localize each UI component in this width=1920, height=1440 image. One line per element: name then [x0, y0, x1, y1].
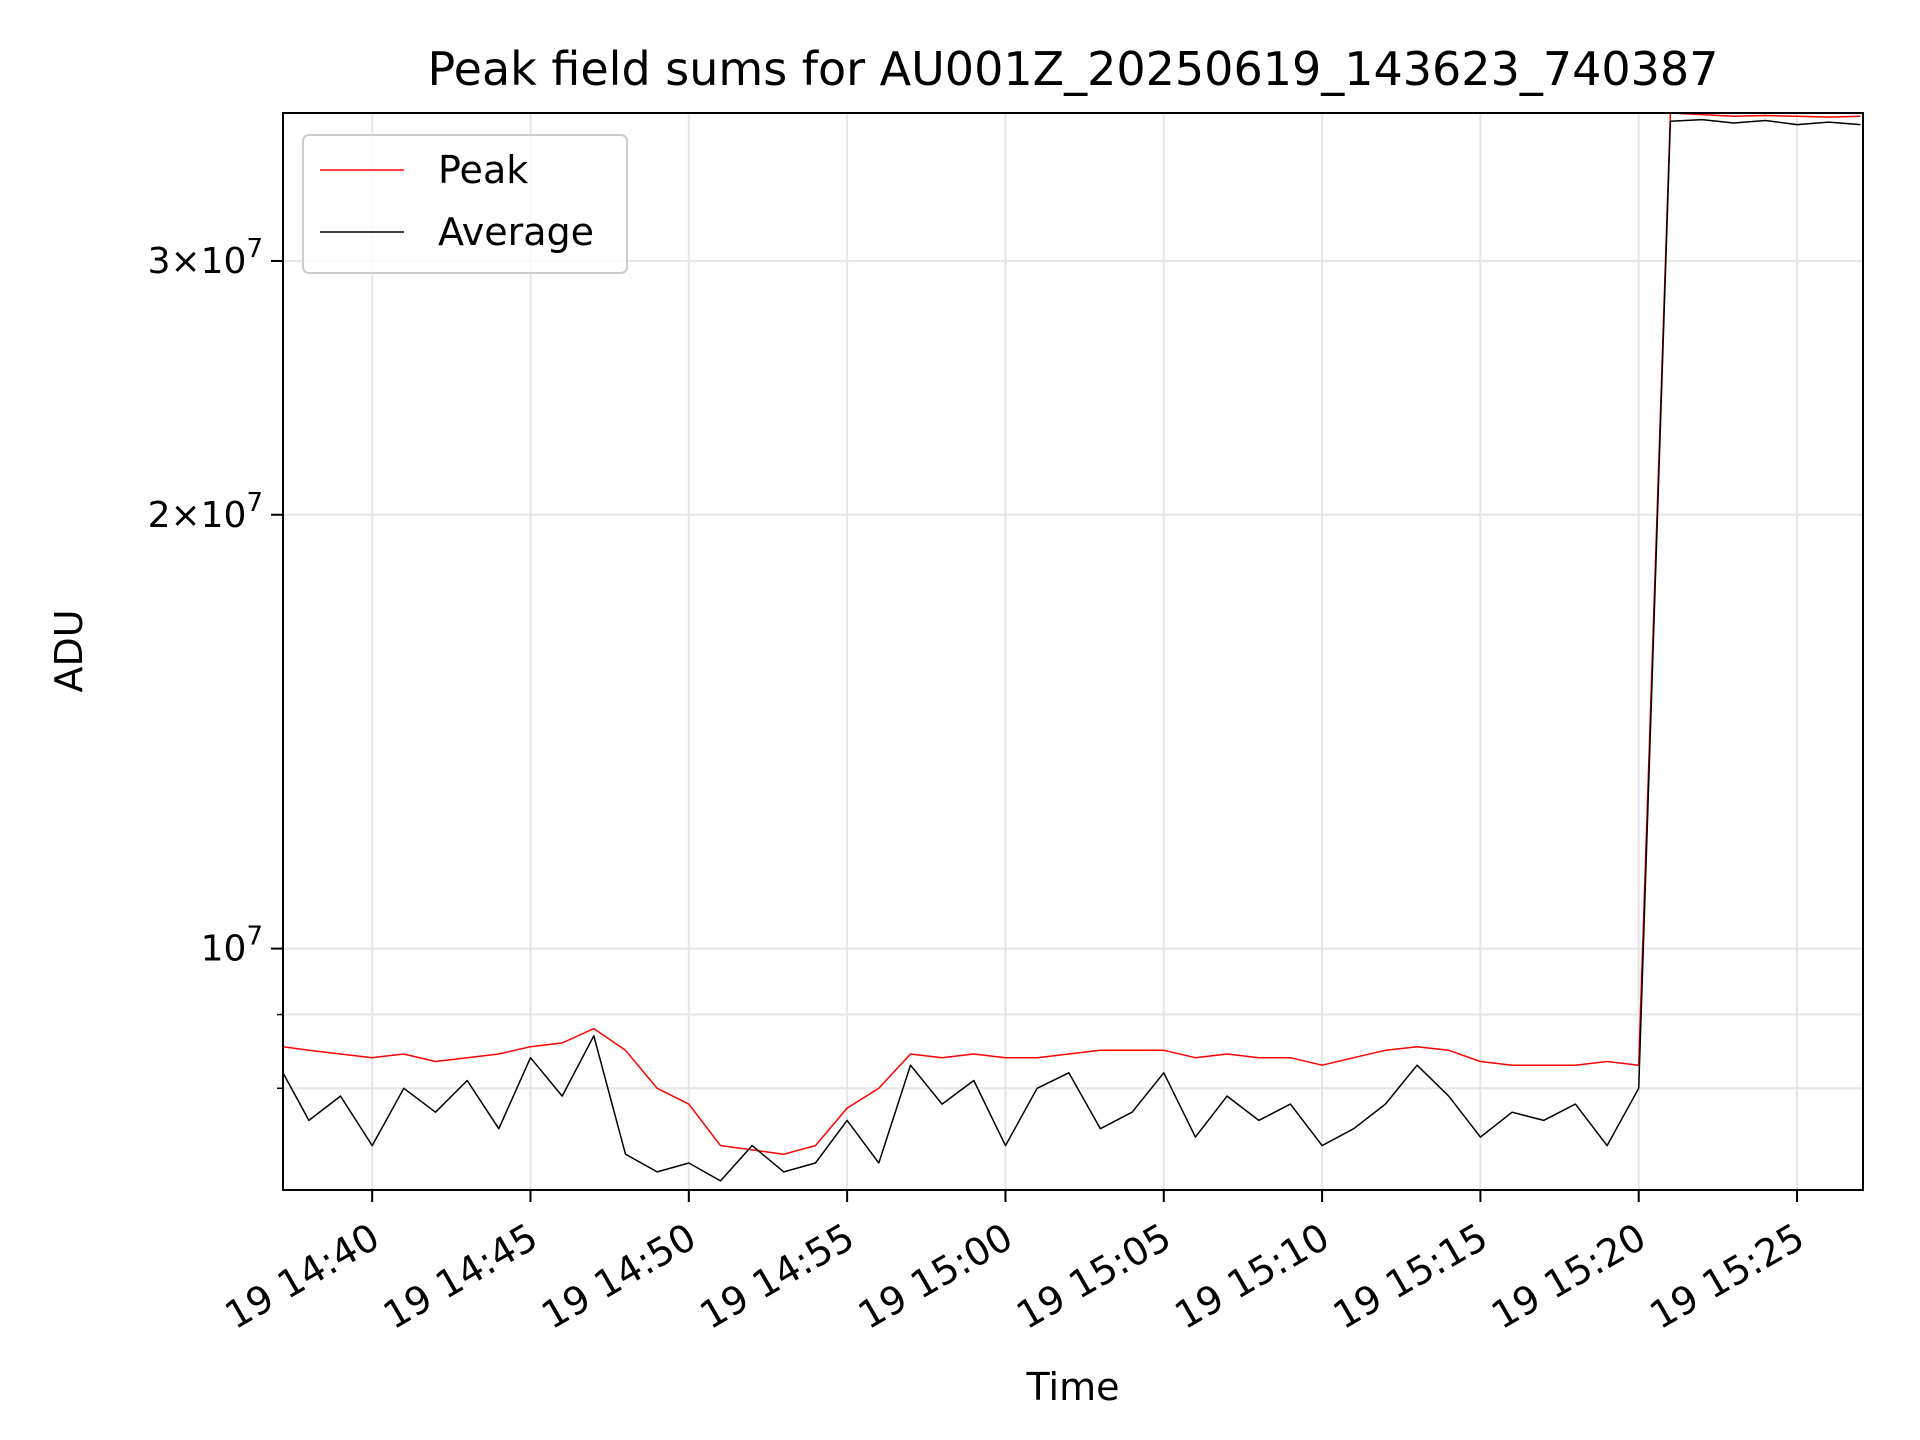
series-line-average — [283, 118, 1861, 1182]
y-tick-label: 2×107 — [148, 488, 263, 536]
legend: Peak Average — [302, 134, 628, 274]
y-axis-label: ADU — [47, 609, 91, 692]
legend-peak-label: Peak — [438, 148, 528, 192]
y-axis-ticks: 107 2×107 3×107 — [148, 234, 283, 1090]
legend-average-label: Average — [438, 210, 594, 254]
series-line-peak — [283, 113, 1861, 1155]
series-lines — [283, 113, 1861, 1182]
chart-title: Peak field sums for AU001Z_20250619_1436… — [428, 42, 1719, 96]
y-tick-label: 3×107 — [148, 234, 263, 282]
x-axis-label: Time — [1026, 1365, 1120, 1409]
y-tick-label: 107 — [201, 922, 263, 970]
grid-lines — [283, 113, 1863, 1190]
plot-frame — [282, 112, 1864, 1191]
